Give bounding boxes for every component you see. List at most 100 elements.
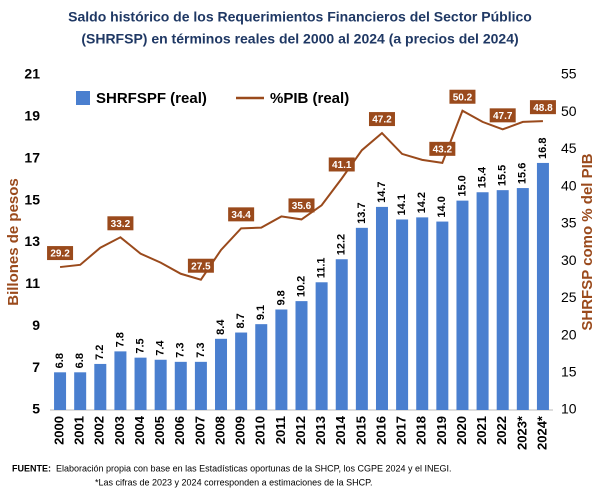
bar [375, 206, 388, 410]
chart-title: (SHRFSP) en términos reales del 2000 al … [81, 31, 518, 47]
bar [295, 301, 308, 410]
bar-value-label: 8.4 [215, 319, 227, 335]
x-tick-label: 2001 [72, 416, 87, 445]
bar [536, 162, 549, 410]
y-tick-label: 9 [32, 317, 40, 333]
y-tick-label: 15 [24, 191, 40, 207]
x-tick-label: 2016 [373, 416, 388, 445]
bar-value-label: 7.3 [195, 343, 207, 358]
line-value-label: 34.4 [231, 210, 251, 221]
bar [456, 200, 469, 410]
line-value-label: 50.2 [453, 92, 473, 103]
bar [436, 221, 449, 410]
x-tick-label: 2015 [353, 416, 368, 445]
chart-title: Saldo histórico de los Requerimientos Fi… [68, 9, 532, 25]
bar [94, 363, 107, 410]
bar-value-label: 7.3 [175, 343, 187, 358]
bar [315, 282, 328, 410]
line-value-label: 47.2 [372, 115, 392, 126]
bar-value-label: 7.8 [114, 332, 126, 347]
bar-value-label: 9.8 [275, 290, 287, 305]
bar [215, 338, 228, 410]
bar-value-label: 8.7 [235, 313, 247, 328]
bar-value-label: 14.2 [416, 192, 428, 213]
line-value-label: 48.8 [533, 103, 553, 114]
bar [396, 219, 409, 410]
y-tick-label: 7 [32, 359, 40, 375]
bar [275, 309, 288, 410]
bar-value-label: 15.4 [476, 166, 488, 188]
x-tick-label: 2019 [434, 416, 449, 445]
y2-tick-label: 25 [561, 289, 577, 305]
label-box [228, 207, 255, 222]
bar [355, 227, 368, 410]
label-box [489, 108, 516, 123]
y2-tick-label: 35 [561, 215, 577, 231]
bar [174, 361, 187, 410]
label-box [449, 89, 476, 104]
bar-value-label: 14.0 [436, 196, 448, 217]
y2-tick-label: 55 [561, 66, 577, 82]
x-tick-label: 2005 [152, 416, 167, 445]
x-tick-label: 2023* [514, 415, 529, 450]
bar-value-label: 9.1 [255, 305, 267, 320]
label-box [187, 258, 214, 273]
x-tick-label: 2021 [474, 416, 489, 445]
bar [255, 324, 268, 410]
line [59, 109, 543, 281]
x-tick-label: 2004 [132, 415, 147, 445]
x-tick-label: 2007 [192, 416, 207, 445]
label-box [368, 112, 395, 127]
bar [496, 190, 509, 410]
bar [54, 372, 67, 410]
x-tick-label: 2011 [273, 416, 288, 444]
bar-value-label: 7.5 [134, 338, 146, 353]
x-tick-label: 2024* [534, 415, 549, 450]
line-value-label: 47.7 [493, 111, 513, 122]
label-box [288, 198, 315, 213]
line-value-label: 27.5 [191, 261, 211, 272]
label-box [328, 157, 355, 172]
label-box [107, 216, 134, 231]
x-tick-label: 2018 [414, 416, 429, 445]
x-tick-label: 2013 [313, 416, 328, 445]
bar-value-label: 16.8 [537, 138, 549, 159]
line-value-label: 35.6 [292, 201, 312, 212]
bar [134, 357, 147, 410]
line-value-label: 33.2 [111, 219, 131, 230]
bar-value-label: 6.8 [54, 353, 66, 368]
bar [74, 372, 87, 410]
x-tick-label: 2002 [92, 416, 107, 445]
y-tick-label: 17 [24, 149, 40, 165]
bar [335, 259, 348, 410]
x-tick-label: 2012 [293, 416, 308, 445]
y2-tick-label: 10 [561, 401, 577, 417]
y-tick-label: 13 [24, 233, 40, 249]
y2-tick-label: 15 [561, 363, 577, 379]
bar-value-label: 15.5 [497, 165, 509, 186]
bar [235, 332, 248, 410]
x-tick-label: 2006 [172, 416, 187, 445]
bar-value-label: 10.2 [295, 276, 307, 297]
bar [154, 359, 167, 410]
legend-label: %PIB (real) [270, 90, 349, 107]
y2-axis-label: SHRFSP como % del PIB [579, 153, 596, 330]
bar-value-label: 15.0 [456, 175, 468, 196]
x-tick-label: 2008 [212, 416, 227, 445]
x-tick-label: 2009 [233, 416, 248, 445]
footnote: *Las cifras de 2023 y 2024 corresponden … [95, 477, 373, 487]
label-box [47, 246, 74, 261]
bar-value-label: 14.1 [396, 194, 408, 215]
y-tick-label: 5 [32, 401, 40, 417]
x-tick-label: 2003 [112, 416, 127, 445]
label-box [429, 141, 456, 156]
x-tick-label: 2010 [253, 416, 268, 445]
x-tick-label: 2022 [494, 416, 509, 445]
bar-value-label: 12.2 [336, 234, 348, 255]
bar-value-label: 7.4 [155, 340, 167, 356]
legend-swatch [76, 91, 90, 105]
bar-value-label: 15.6 [517, 163, 529, 184]
x-tick-label: 2000 [51, 416, 66, 445]
y2-tick-label: 20 [561, 326, 577, 342]
